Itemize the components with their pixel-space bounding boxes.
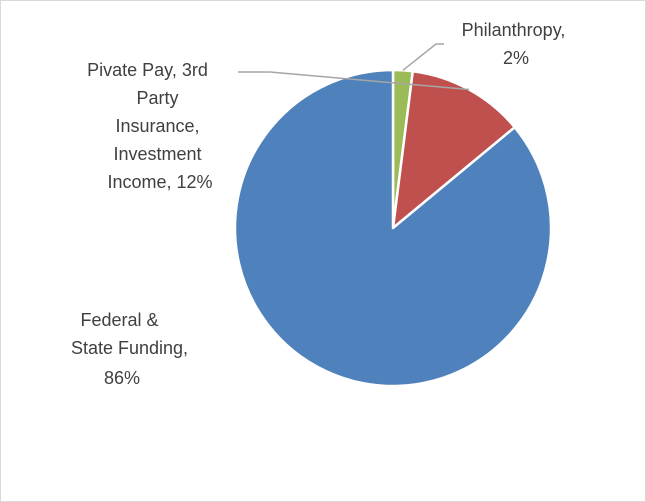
data-label-line: Insurance,: [115, 116, 199, 136]
data-label-line: Federal &: [80, 310, 158, 330]
data-label-federal-state: Federal & State Funding, 86%: [71, 310, 193, 388]
leader-line-private-pay: [238, 71, 470, 91]
data-label-line: Pivate Pay, 3rd: [87, 60, 208, 80]
data-label-line: Income, 12%: [107, 172, 212, 192]
pie-slices: [233, 68, 553, 388]
data-label-philanthropy: Philanthropy, 2%: [462, 20, 571, 68]
data-label-line: Philanthropy,: [462, 20, 566, 40]
data-label-line: State Funding,: [71, 338, 188, 358]
pie-slice-pivate-pay-3rd-party-insurance-investment-income: [391, 70, 516, 230]
data-label-line: 86%: [104, 368, 140, 388]
data-label-line: 2%: [503, 48, 529, 68]
data-label-line: Party: [136, 88, 178, 108]
data-label-line: Investment: [113, 144, 201, 164]
pie-slice-federal-state-funding: [233, 68, 553, 388]
leader-line-philanthropy: [402, 43, 444, 71]
data-labels: Philanthropy, 2% Pivate Pay, 3rd Party I…: [71, 20, 571, 388]
leader-lines: [238, 43, 470, 91]
data-label-private-pay: Pivate Pay, 3rd Party Insurance, Investm…: [87, 60, 213, 192]
